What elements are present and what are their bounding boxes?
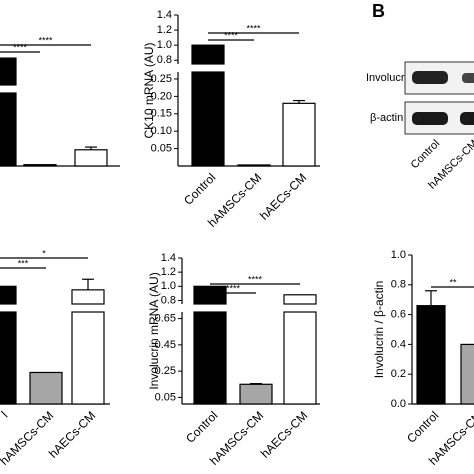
blot-row-label: Involucrin — [366, 72, 413, 84]
significance-label: ** — [449, 277, 457, 287]
y-tick-label: 0.05 — [155, 391, 176, 403]
bar — [237, 164, 271, 167]
y-tick-label: 1.0 — [161, 280, 176, 292]
y-tick-label: 1.4 — [161, 252, 176, 264]
x-tick-label: l — [0, 408, 10, 420]
y-tick-label: 0.05 — [151, 142, 172, 154]
bar — [0, 285, 17, 305]
y-tick-label: 0.25 — [151, 73, 172, 85]
bar — [239, 383, 273, 405]
y-tick-label: 0.25 — [155, 365, 176, 377]
bar — [193, 285, 227, 305]
bar-lower — [193, 311, 227, 405]
y-tick-label: 1.2 — [161, 266, 176, 278]
blot-band — [462, 73, 474, 83]
y-tick-label: 0.2 — [391, 368, 406, 380]
bar — [29, 371, 63, 405]
x-tick-label: hAECs-CM — [258, 408, 310, 460]
blot-band — [460, 112, 474, 125]
x-tick-label: hAECs-CM — [257, 170, 309, 222]
bar — [0, 57, 17, 86]
bar-lower — [191, 71, 225, 167]
bar — [74, 149, 108, 167]
bar — [23, 164, 57, 167]
significance-label: **** — [226, 283, 241, 293]
significance-label: **** — [38, 35, 53, 45]
bar-lower — [0, 311, 17, 405]
blot-row-label: β-actin — [370, 112, 403, 124]
blot-band — [412, 71, 448, 84]
y-tick-label: 0.8 — [161, 294, 176, 306]
bar-lower — [283, 311, 317, 405]
y-tick-label: 0.20 — [151, 90, 172, 102]
significance-label: **** — [224, 30, 239, 40]
y-axis-label: Involucrin mRNA (AU) — [147, 272, 161, 389]
bar — [416, 305, 446, 405]
y-tick-label: 1.4 — [157, 9, 172, 21]
y-tick-label: 1.0 — [391, 249, 406, 261]
bar — [71, 289, 105, 305]
bar — [191, 44, 225, 65]
y-axis-label: Involucrin / β-actin — [372, 281, 386, 379]
significance-label: *** — [18, 258, 29, 268]
y-tick-label: 0.8 — [157, 54, 172, 66]
y-tick-label: 0.10 — [151, 125, 172, 137]
significance-label: **** — [248, 274, 263, 284]
blot-band — [412, 112, 448, 125]
x-tick-label: Control — [404, 408, 441, 445]
bar — [460, 343, 474, 405]
y-tick-label: 1.0 — [157, 39, 172, 51]
bar — [282, 102, 316, 167]
significance-label: * — [42, 248, 46, 258]
significance-label: **** — [13, 42, 28, 52]
y-tick-label: 0.65 — [155, 312, 176, 324]
significance-label: **** — [246, 23, 261, 33]
y-tick-label: 0.8 — [391, 279, 406, 291]
bar-lower — [71, 311, 105, 405]
y-tick-label: 0.0 — [391, 398, 406, 410]
y-tick-label: 0.6 — [391, 309, 406, 321]
panel-label: B — [372, 1, 385, 21]
x-tick-label: Control — [183, 408, 220, 445]
y-tick-label: 0.4 — [391, 338, 406, 350]
bar — [283, 294, 317, 305]
y-tick-label: 0.15 — [151, 108, 172, 120]
y-tick-label: 1.2 — [157, 24, 172, 36]
bar-lower — [0, 92, 17, 167]
blot-lane-label: Control — [409, 138, 443, 172]
y-tick-label: 0.45 — [155, 339, 176, 351]
y-axis-label: CK10 mRNA (AU) — [142, 42, 156, 138]
x-tick-label: Control — [181, 170, 218, 207]
